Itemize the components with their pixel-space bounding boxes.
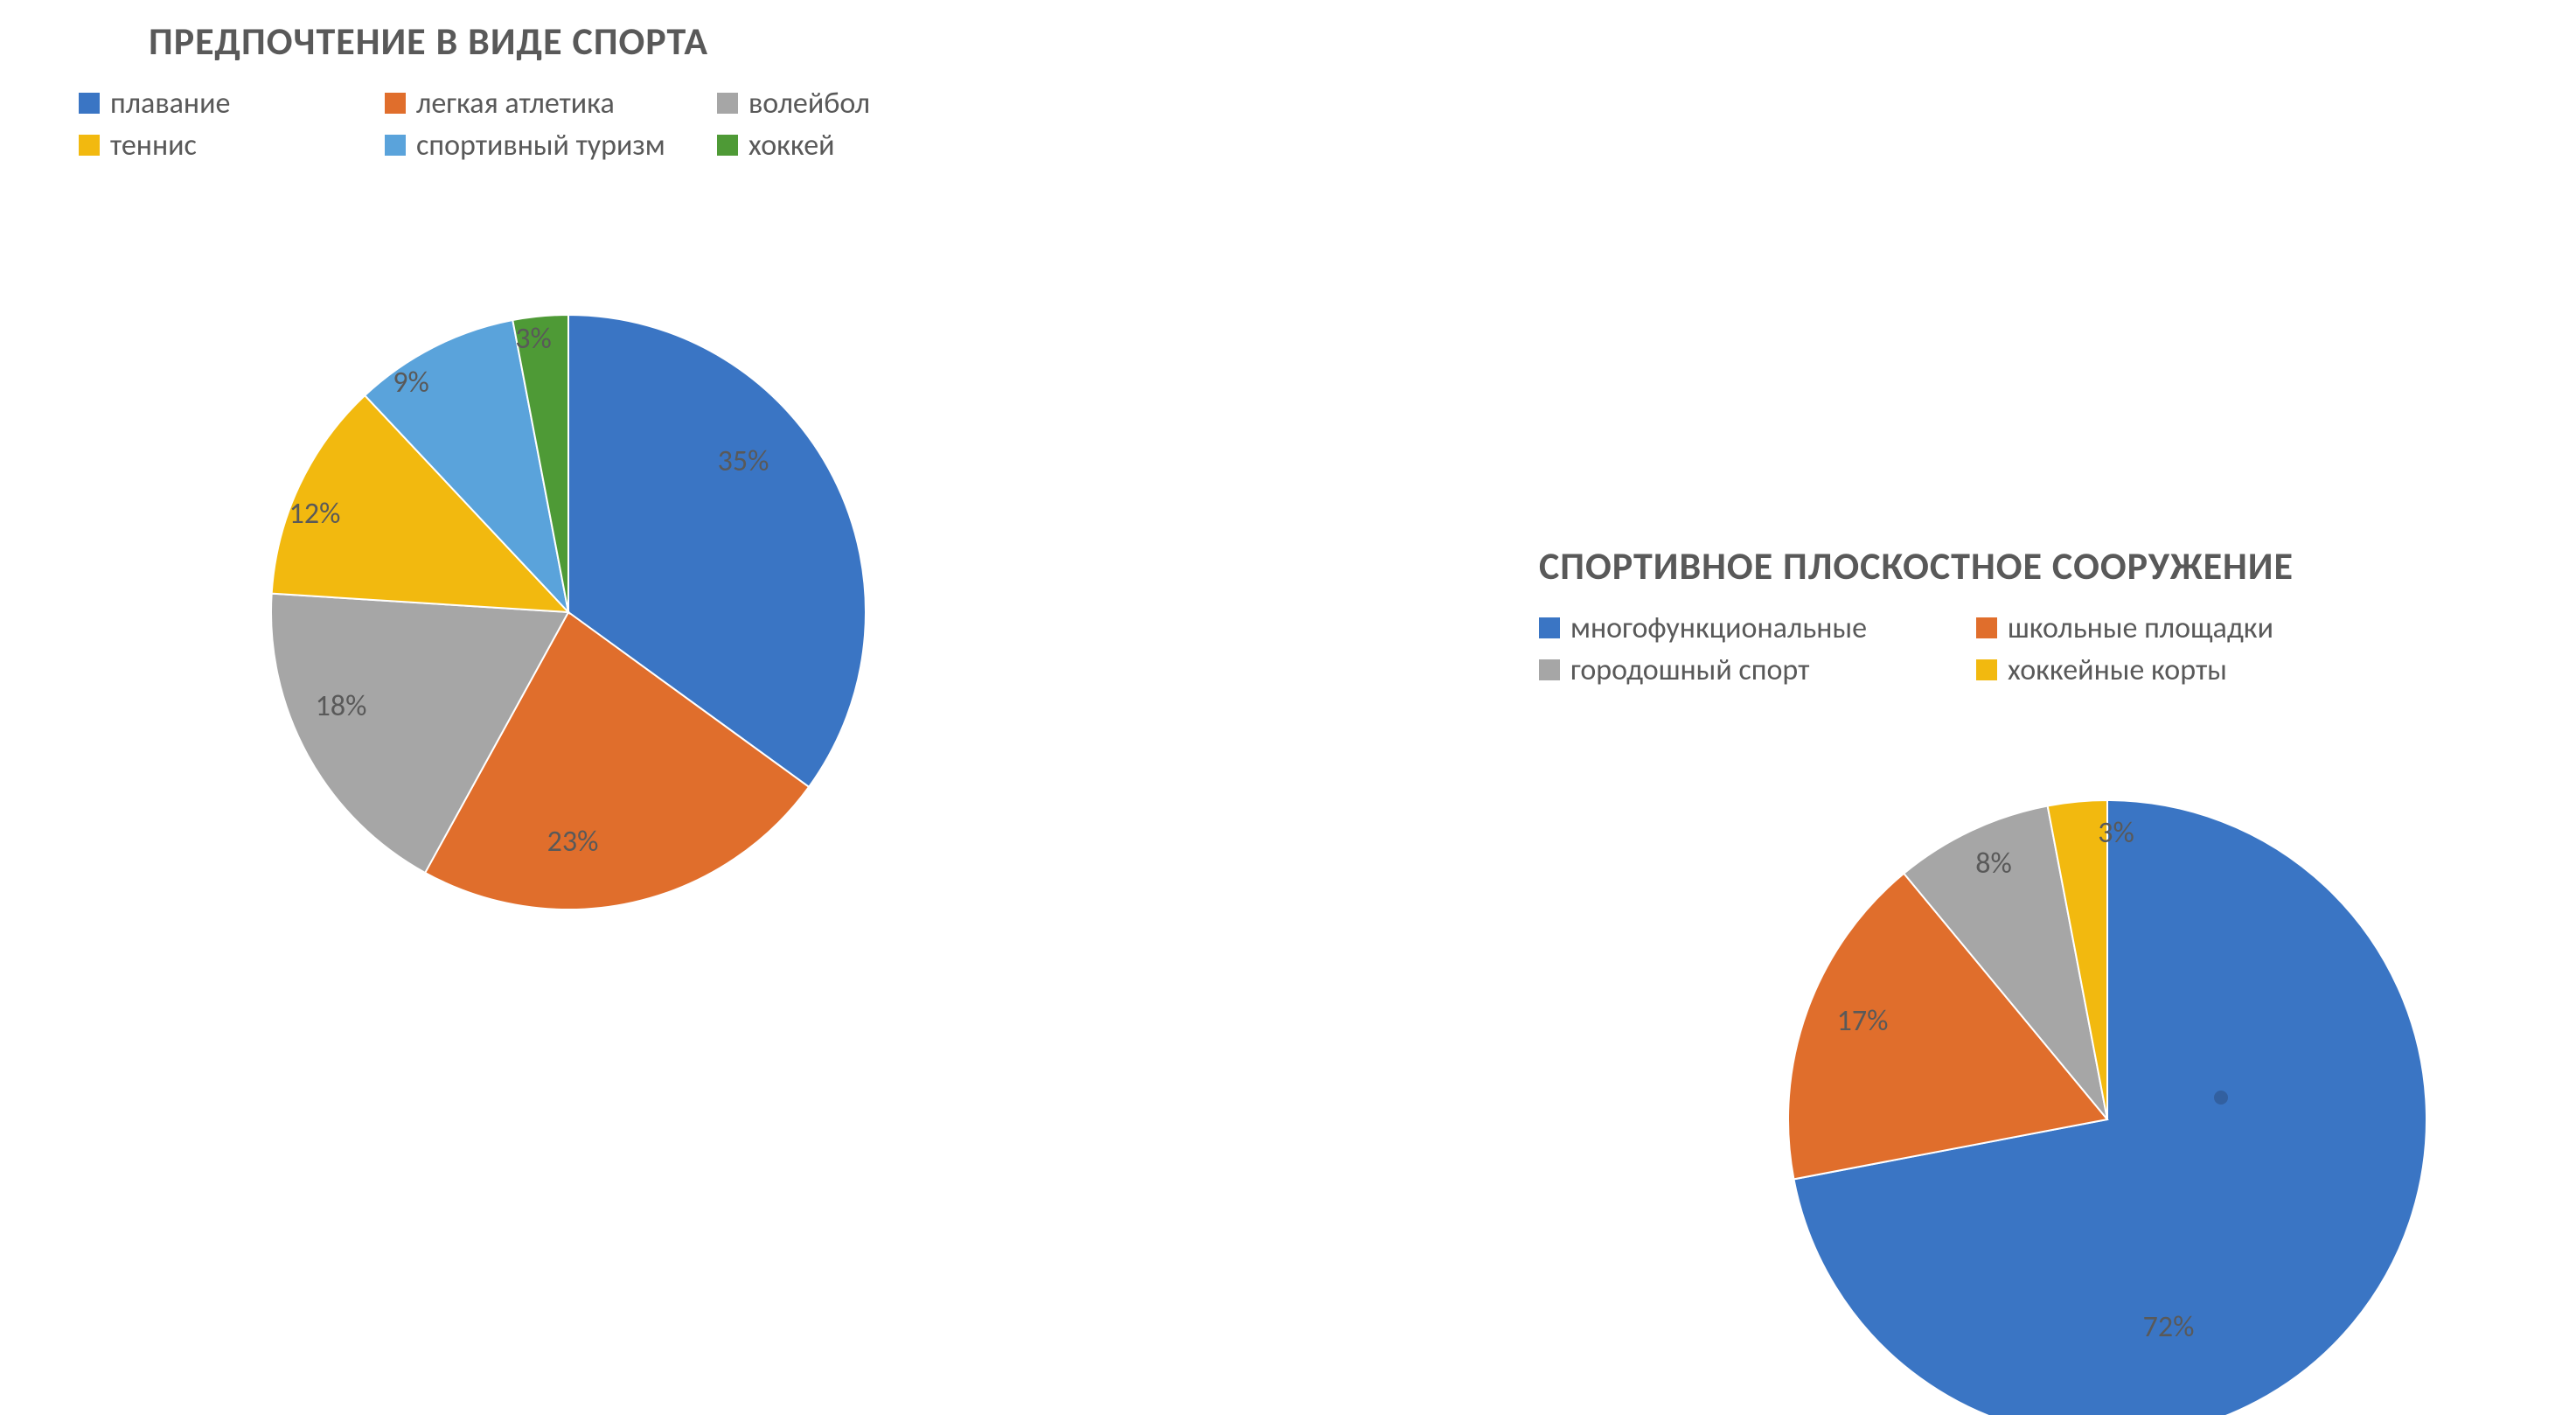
- pie-pct-label: 23%: [547, 824, 599, 860]
- pie-pct-label: 9%: [393, 365, 429, 401]
- pie-pct-label: 3%: [515, 321, 552, 357]
- pie-pct-label: 17%: [1837, 1003, 1889, 1039]
- pie-pct-label: 12%: [289, 496, 341, 532]
- pie-pct-label: 72%: [2143, 1309, 2195, 1345]
- pie-pct-label: 3%: [2098, 815, 2134, 851]
- sport-preference-chart: ПРЕДПОЧТЕНИЕ В ВИДЕ СПОРТА плаваниелегка…: [61, 17, 1198, 892]
- pie-pct-label: 35%: [718, 443, 769, 479]
- pie-pct-label: 18%: [316, 688, 367, 724]
- flat-structure-chart: СПОРТИВНОЕ ПЛОСКОСТНОЕ СООРУЖЕНИЕ многоф…: [1452, 542, 2501, 1399]
- dot-icon: [2214, 1091, 2228, 1105]
- pie-pct-label: 8%: [1975, 846, 2012, 882]
- sport-preference-pie: 35% 23% 18% 12% 9% 3%: [61, 17, 1198, 892]
- flat-structure-pie: 72% 17% 8% 3%: [1452, 542, 2501, 1399]
